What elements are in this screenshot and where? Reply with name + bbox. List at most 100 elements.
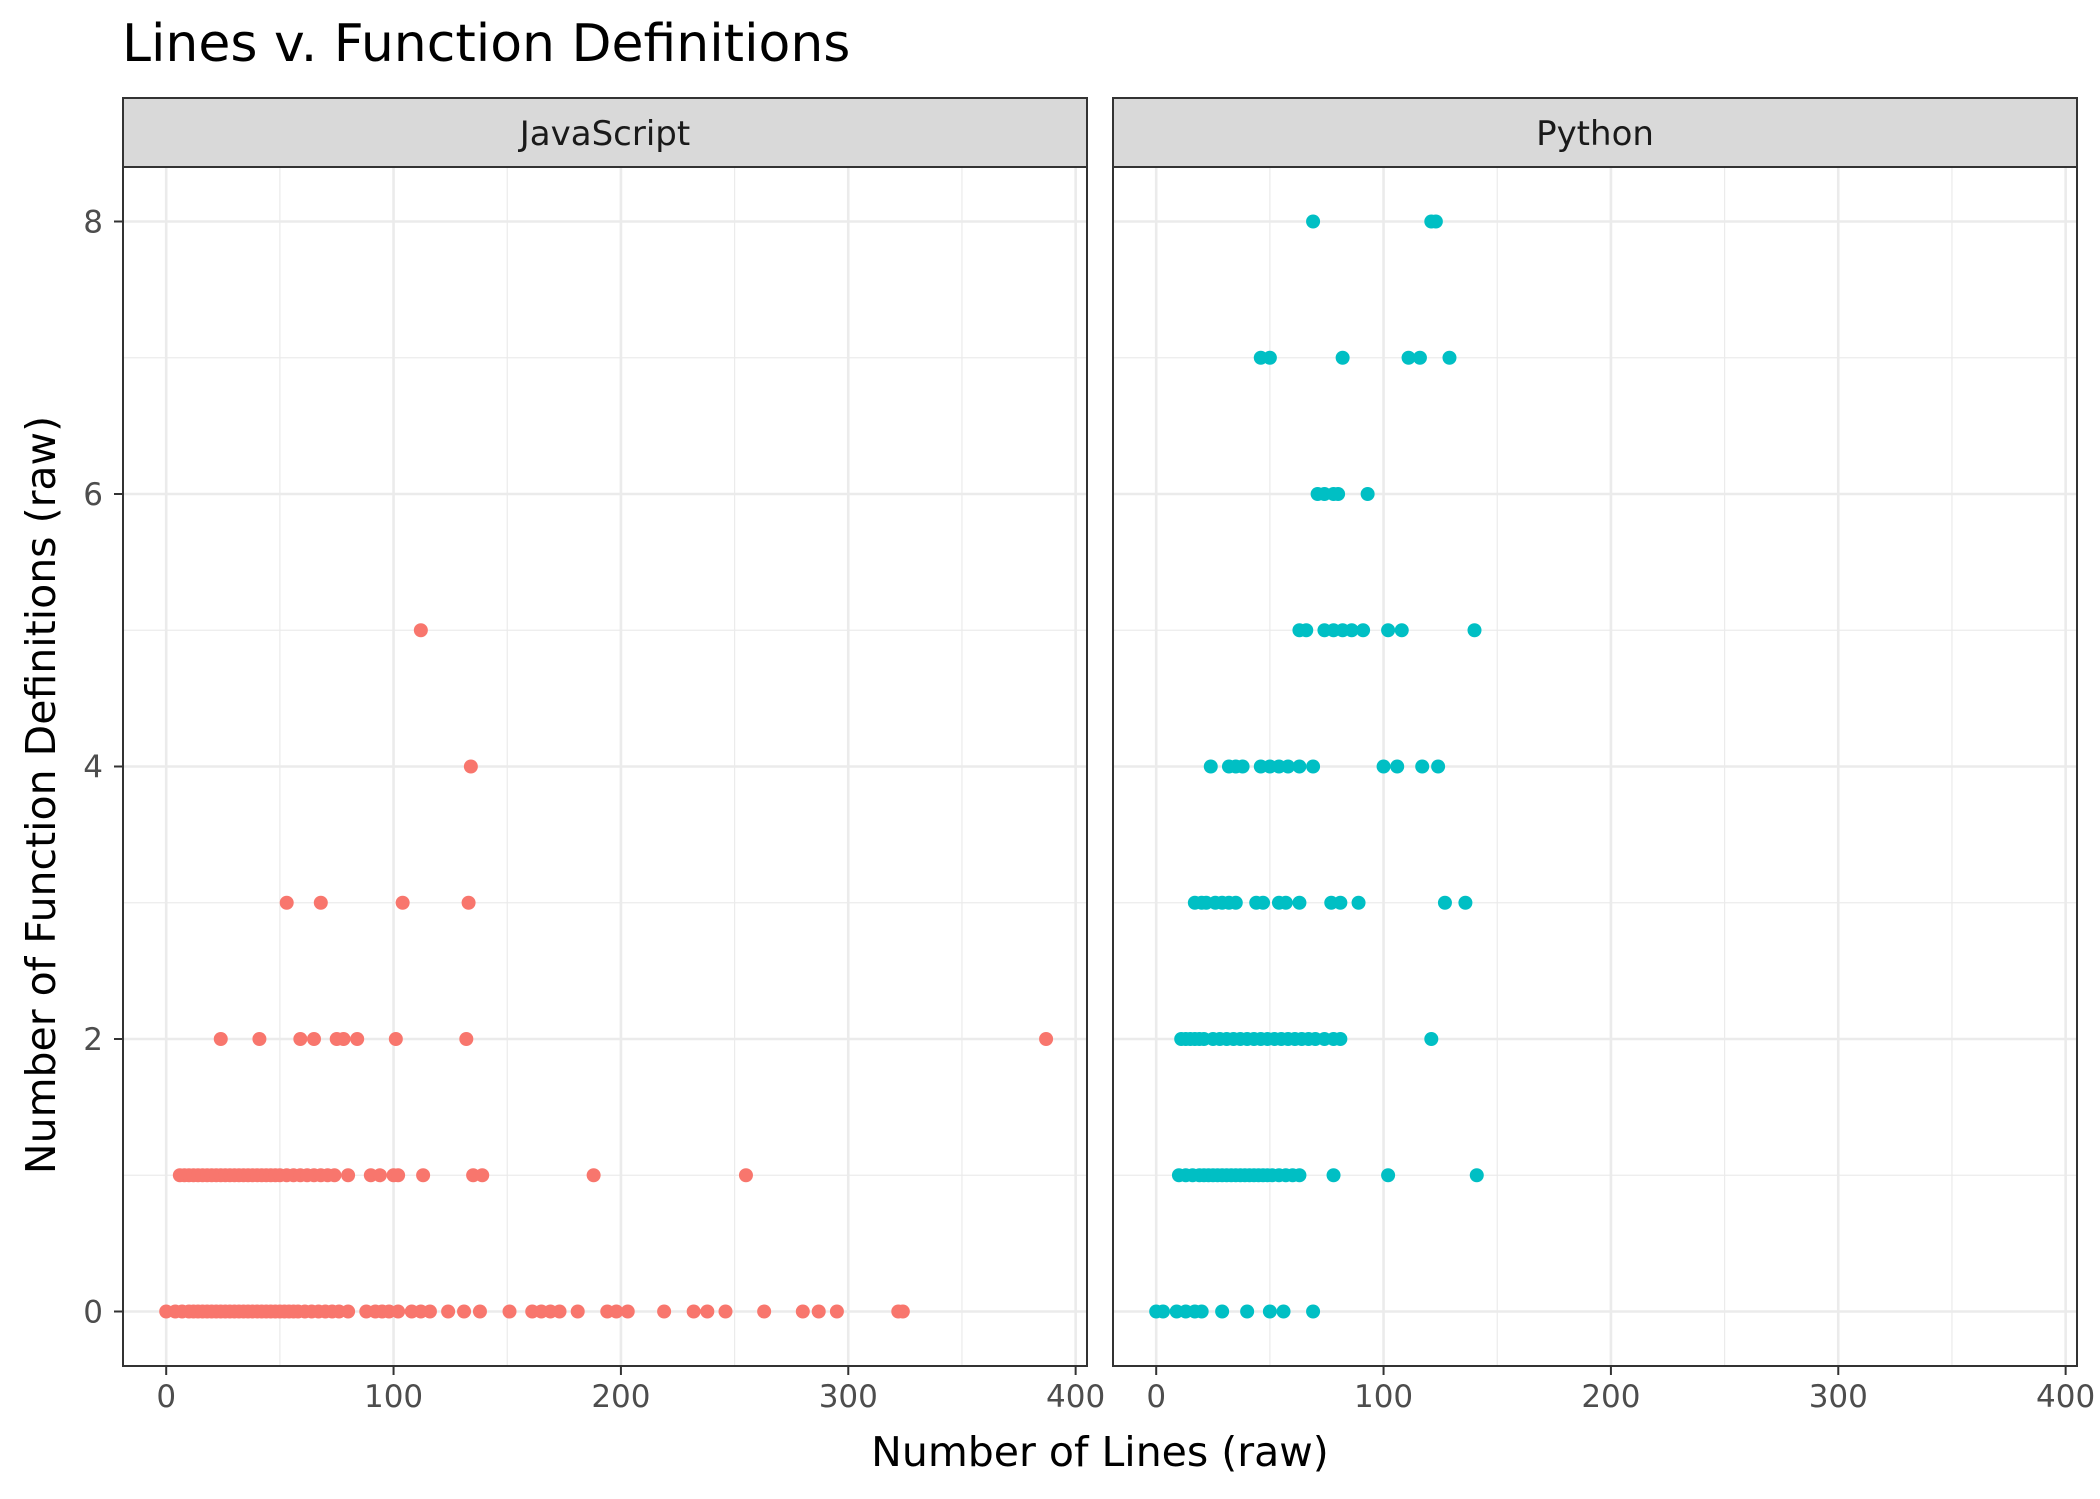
- data-point: [1228, 895, 1243, 910]
- x-axis-title: Number of Lines (raw): [871, 1428, 1329, 1476]
- data-point: [1376, 759, 1391, 774]
- data-point: [1428, 214, 1443, 229]
- data-point: [1401, 350, 1416, 365]
- strip-background: [122, 97, 1088, 168]
- data-point: [1394, 623, 1409, 638]
- data-point: [1215, 1304, 1230, 1319]
- y-tick-label: 6: [83, 477, 103, 513]
- data-point: [1333, 895, 1348, 910]
- data-point: [1262, 350, 1277, 365]
- x-tick-label: 0: [156, 1379, 176, 1415]
- y-tick-label: 8: [83, 205, 103, 241]
- data-point: [457, 1304, 472, 1319]
- data-point: [1276, 1304, 1291, 1319]
- data-point: [1039, 1032, 1054, 1046]
- data-point: [1331, 487, 1346, 501]
- data-point: [1235, 759, 1250, 774]
- data-point: [1156, 1304, 1171, 1319]
- panel-python: Python 0 100 200 300 400: [1112, 97, 2095, 1415]
- data-point: [1335, 350, 1350, 365]
- x-tick-label: 200: [1581, 1379, 1640, 1415]
- data-point: [395, 895, 410, 910]
- data-point: [1344, 623, 1359, 638]
- x-tick-label: 100: [364, 1379, 423, 1415]
- data-point: [1415, 759, 1430, 774]
- data-point: [1412, 350, 1427, 365]
- data-point: [413, 623, 428, 638]
- x-tick-label: 0: [1146, 1379, 1166, 1415]
- panel-border: [1112, 166, 2078, 1367]
- data-point: [1306, 759, 1321, 774]
- data-point: [700, 1304, 715, 1319]
- data-point: [1194, 1304, 1209, 1319]
- x-tick-label: 400: [1046, 1379, 1105, 1415]
- data-point: [1467, 623, 1482, 638]
- data-point: [1306, 214, 1321, 229]
- data-point: [795, 1304, 810, 1319]
- data-point: [757, 1304, 772, 1319]
- data-point: [1458, 895, 1473, 910]
- data-point: [1431, 759, 1446, 774]
- data-point: [327, 1168, 342, 1183]
- data-point: [657, 1304, 672, 1319]
- data-point: [213, 1032, 228, 1046]
- data-point: [895, 1304, 910, 1319]
- data-point: [1299, 623, 1314, 638]
- data-point: [570, 1304, 585, 1319]
- data-point: [422, 1304, 437, 1319]
- data-point: [461, 895, 476, 910]
- x-tick-label: 300: [1809, 1379, 1868, 1415]
- data-point: [459, 1032, 474, 1046]
- chart-title: Lines v. Function Definitions: [122, 14, 850, 74]
- data-point: [1292, 759, 1307, 774]
- data-point: [1333, 1032, 1348, 1046]
- data-point: [1356, 623, 1371, 638]
- y-tick-label: 4: [83, 750, 103, 786]
- data-point: [1437, 895, 1452, 910]
- data-point: [609, 1304, 624, 1319]
- panels-layer: JavaScript 0 100 200 300 400 0 2 4 6 8 Python 0 100 20…: [83, 97, 2095, 1415]
- x-tick-label: 200: [591, 1379, 650, 1415]
- data-point: [1256, 895, 1271, 910]
- data-point: [738, 1168, 753, 1183]
- data-point: [293, 1032, 308, 1046]
- data-point: [1278, 895, 1293, 910]
- data-point: [1381, 1168, 1396, 1183]
- x-tick-label: 300: [819, 1379, 878, 1415]
- data-point: [252, 1032, 267, 1046]
- data-point: [718, 1304, 733, 1319]
- data-point: [306, 1032, 321, 1046]
- data-point: [1306, 1304, 1321, 1319]
- data-point: [686, 1304, 701, 1319]
- data-point: [1351, 895, 1366, 910]
- data-point: [1442, 350, 1457, 365]
- data-point: [1281, 759, 1296, 774]
- data-point: [620, 1304, 635, 1319]
- data-point: [350, 1032, 365, 1046]
- data-point: [391, 1168, 406, 1183]
- data-point: [416, 1168, 431, 1183]
- data-point: [372, 1168, 387, 1183]
- data-point: [811, 1304, 826, 1319]
- data-point: [341, 1168, 356, 1183]
- data-point: [502, 1304, 517, 1319]
- data-point: [475, 1168, 490, 1183]
- data-point: [391, 1304, 406, 1319]
- strip-label: Python: [1536, 114, 1654, 154]
- strip-label: JavaScript: [518, 114, 690, 154]
- data-point: [1240, 1304, 1255, 1319]
- y-tick-label: 2: [83, 1022, 103, 1058]
- data-point: [279, 895, 294, 910]
- data-point: [463, 759, 478, 774]
- data-point: [388, 1032, 403, 1046]
- data-point: [441, 1304, 456, 1319]
- data-point: [586, 1168, 601, 1183]
- data-point: [341, 1304, 356, 1319]
- data-point: [313, 895, 328, 910]
- data-point: [472, 1304, 487, 1319]
- data-point: [1424, 1032, 1439, 1046]
- panel-javascript: JavaScript 0 100 200 300 400 0 2 4 6 8: [83, 97, 1105, 1415]
- data-point: [1390, 759, 1405, 774]
- data-point: [336, 1032, 351, 1046]
